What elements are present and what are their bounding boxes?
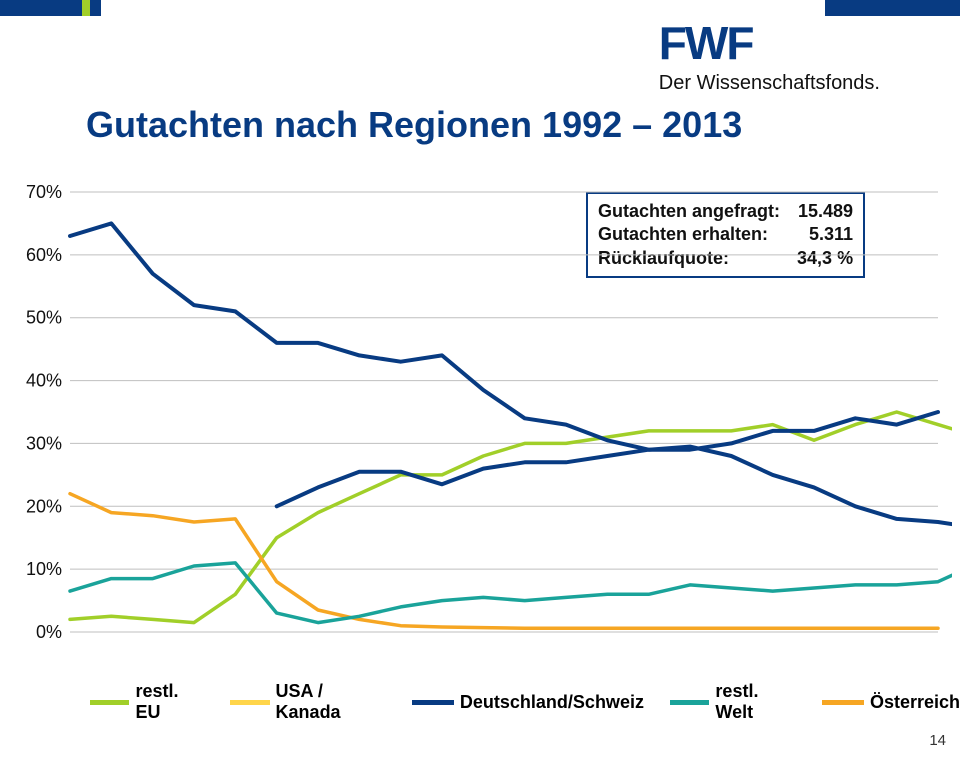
legend-swatch: [412, 700, 454, 705]
logo-sub: Der Wissenschaftsfonds.: [659, 72, 880, 95]
legend-item: Deutschland/Schweiz: [412, 692, 644, 713]
legend-swatch: [822, 700, 864, 705]
svg-text:20%: 20%: [26, 496, 62, 516]
legend-swatch: [90, 700, 129, 705]
svg-text:60%: 60%: [26, 245, 62, 265]
svg-text:0%: 0%: [36, 622, 62, 642]
svg-text:70%: 70%: [26, 182, 62, 202]
svg-text:30%: 30%: [26, 433, 62, 453]
legend-item: restl. Welt: [670, 681, 796, 723]
page-number: 14: [929, 732, 946, 749]
line-chart: 0%10%20%30%40%50%60%70%19921993199419951…: [8, 182, 952, 700]
svg-text:10%: 10%: [26, 559, 62, 579]
legend-swatch: [670, 700, 709, 705]
fwf-logo: FWF Der Wissenschaftsfonds.: [659, 20, 880, 95]
legend-item: USA / Kanada: [230, 681, 386, 723]
legend-swatch: [230, 700, 269, 705]
legend-label: Österreich: [870, 692, 960, 713]
legend-label: USA / Kanada: [276, 681, 386, 723]
page-title: Gutachten nach Regionen 1992 – 2013: [86, 104, 742, 146]
chart-legend: restl. EU USA / Kanada Deutschland/Schweiz…: [90, 681, 960, 723]
top-accent-bar: [0, 0, 960, 16]
legend-item: restl. EU: [90, 681, 204, 723]
legend-label: restl. Welt: [715, 681, 796, 723]
svg-text:40%: 40%: [26, 371, 62, 391]
svg-text:50%: 50%: [26, 308, 62, 328]
legend-label: restl. EU: [135, 681, 204, 723]
legend-item: Österreich: [822, 692, 960, 713]
legend-label: Deutschland/Schweiz: [460, 692, 644, 713]
logo-main: FWF: [659, 20, 880, 66]
